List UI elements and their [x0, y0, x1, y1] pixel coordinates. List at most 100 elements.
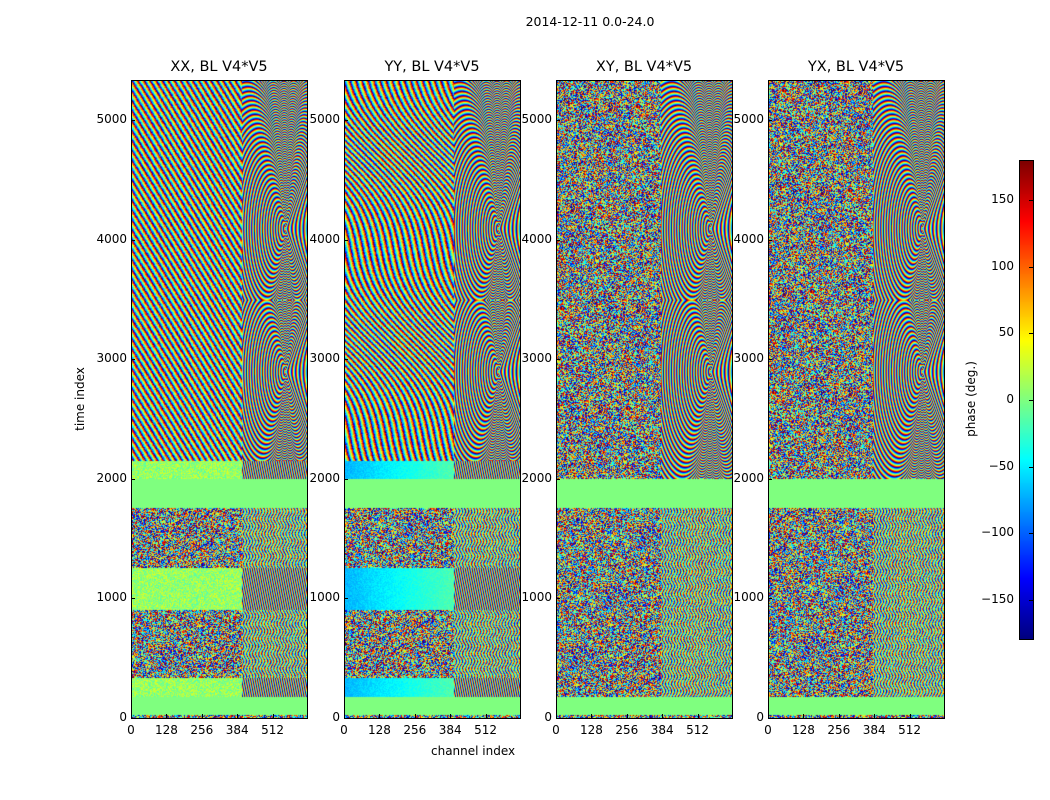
heatmap-panel-yx [768, 80, 945, 719]
x-tick-mark [768, 714, 769, 718]
x-tick-mark [379, 714, 381, 718]
x-tick-mark [166, 714, 168, 718]
y-tick-mark [131, 359, 135, 361]
x-tick-label: 512 [261, 723, 285, 737]
y-tick-mark [768, 478, 772, 480]
y-tick-label: 1000 [521, 590, 552, 605]
colorbar-gradient [1020, 161, 1033, 639]
y-tick-mark [556, 119, 560, 121]
colorbar-tick-mark [1029, 333, 1033, 335]
y-tick-label: 4000 [96, 231, 127, 246]
x-tick-mark [874, 714, 876, 718]
heatmap-image [132, 81, 307, 718]
x-tick-label: 0 [127, 723, 135, 737]
y-tick-label: 3000 [733, 351, 764, 366]
x-tick-label: 128 [367, 723, 391, 737]
y-tick-label: 5000 [521, 111, 552, 126]
colorbar-tick-label: −50 [988, 458, 1014, 473]
y-tick-label: 0 [544, 710, 552, 724]
y-tick-mark [556, 478, 560, 480]
y-tick-mark [131, 718, 135, 719]
heatmap-panel-yy [344, 80, 521, 719]
y-tick-label: 2000 [733, 470, 764, 485]
y-tick-mark [131, 239, 135, 241]
heatmap-image [345, 81, 520, 718]
x-tick-mark [909, 714, 911, 718]
colorbar-tick-label: 150 [991, 192, 1014, 206]
x-tick-label: 512 [686, 723, 710, 737]
panel-title: XY, BL V4*V5 [595, 59, 693, 75]
y-tick-label: 0 [756, 710, 764, 724]
y-tick-label: 3000 [309, 351, 340, 366]
figure-title: 2014-12-11 0.0-24.0 [525, 14, 655, 29]
x-tick-label: 384 [438, 723, 462, 737]
x-tick-mark [414, 714, 416, 718]
x-tick-mark [697, 714, 699, 718]
x-tick-mark [803, 714, 805, 718]
heatmap-image [557, 81, 732, 718]
x-tick-label: 256 [190, 723, 214, 737]
y-tick-mark [768, 598, 772, 600]
colorbar-tick-label: 50 [998, 325, 1014, 340]
y-tick-label: 2000 [96, 470, 127, 485]
y-tick-label: 4000 [733, 231, 764, 246]
x-tick-label: 384 [650, 723, 674, 737]
y-tick-label: 3000 [96, 351, 127, 366]
colorbar-tick-mark [1029, 466, 1033, 468]
y-tick-mark [768, 718, 772, 719]
panel-title: YX, BL V4*V5 [807, 59, 905, 75]
colorbar-tick-mark [1029, 400, 1033, 401]
y-tick-mark [556, 359, 560, 361]
x-axis-label: channel index [431, 744, 516, 758]
y-tick-mark [768, 119, 772, 121]
heatmap-panel-xx [131, 80, 308, 719]
colorbar-tick-label: −100 [981, 525, 1014, 540]
x-tick-mark [485, 714, 487, 718]
y-tick-label: 2000 [309, 470, 340, 485]
x-tick-label: 256 [403, 723, 427, 737]
y-tick-mark [344, 239, 348, 241]
x-tick-mark [201, 714, 203, 718]
y-tick-label: 3000 [521, 351, 552, 366]
heatmap-image [769, 81, 944, 718]
x-tick-mark [131, 714, 132, 718]
x-tick-mark [556, 714, 557, 718]
panel-title: YY, BL V4*V5 [384, 59, 480, 75]
y-tick-mark [344, 119, 348, 121]
y-tick-label: 0 [332, 710, 340, 724]
colorbar-tick-mark [1029, 266, 1033, 268]
y-tick-mark [556, 598, 560, 600]
colorbar-tick-mark [1029, 200, 1033, 201]
x-tick-mark [344, 714, 345, 718]
x-tick-mark [838, 714, 840, 718]
y-tick-mark [131, 598, 135, 600]
heatmap-panel-xy [556, 80, 733, 719]
y-tick-mark [556, 239, 560, 241]
y-tick-label: 5000 [309, 111, 340, 126]
x-tick-label: 512 [474, 723, 498, 737]
y-tick-label: 1000 [733, 590, 764, 605]
y-tick-label: 4000 [521, 231, 552, 246]
x-tick-label: 128 [154, 723, 178, 737]
y-tick-label: 1000 [96, 590, 127, 605]
y-tick-label: 0 [119, 710, 127, 724]
x-tick-mark [662, 714, 664, 718]
y-tick-mark [768, 239, 772, 241]
colorbar-label: phase (deg.) [964, 361, 978, 437]
x-tick-mark [626, 714, 628, 718]
y-tick-mark [768, 359, 772, 361]
y-axis-label: time index [73, 367, 87, 431]
x-tick-label: 0 [340, 723, 348, 737]
y-tick-mark [344, 359, 348, 361]
x-tick-label: 128 [579, 723, 603, 737]
panel-title: XX, BL V4*V5 [170, 59, 268, 75]
x-tick-label: 256 [615, 723, 639, 737]
y-tick-label: 1000 [309, 590, 340, 605]
x-tick-mark [591, 714, 593, 718]
y-tick-label: 2000 [521, 470, 552, 485]
y-tick-mark [344, 718, 348, 719]
x-tick-label: 0 [764, 723, 772, 737]
y-tick-label: 5000 [96, 111, 127, 126]
x-tick-label: 384 [862, 723, 886, 737]
